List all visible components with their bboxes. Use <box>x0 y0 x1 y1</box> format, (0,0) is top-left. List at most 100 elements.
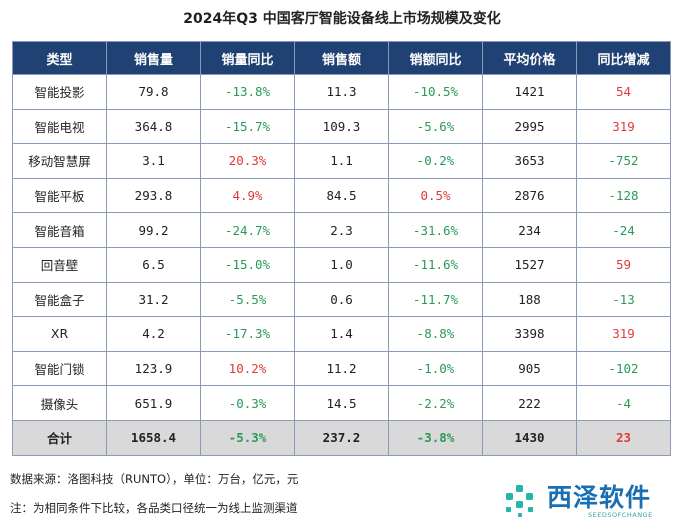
source-note: 数据来源：洛图科技（RUNTO），单位：万台，亿元，元 <box>10 472 299 486</box>
category-cell: 智能音箱 <box>12 212 107 248</box>
avg-price-cell: 234 <box>482 212 577 248</box>
value-yoy-cell: -5.6% <box>388 108 483 145</box>
chart-title: 2024年Q3 中国客厅智能设备线上市场规模及变化 <box>183 11 501 27</box>
volume-yoy-cell: 4.9% <box>200 177 295 214</box>
logo-mark-icon <box>506 485 533 517</box>
category-cell: 回音壁 <box>12 246 107 283</box>
table-row: 摄像头 651.9 -0.3% 14.5 -2.2% 222 -4 <box>12 385 671 421</box>
value-yoy-cell: -11.6% <box>388 246 483 283</box>
price-change-cell: -752 <box>576 143 671 179</box>
price-change-cell: 319 <box>576 316 671 352</box>
table-row: 智能音箱 99.2 -24.7% 2.3 -31.6% 234 -24 <box>12 212 671 248</box>
sales-volume-cell: 6.5 <box>106 246 201 283</box>
sales-volume-cell: 364.8 <box>106 108 201 145</box>
logo-subtitle: SEEDSOFCHANGE <box>588 511 653 519</box>
volume-yoy-cell: -15.0% <box>200 246 295 283</box>
table-row: 移动智慧屏 3.1 20.3% 1.1 -0.2% 3653 -752 <box>12 143 671 179</box>
price-change-cell: -102 <box>576 350 671 387</box>
avg-price-cell: 2995 <box>482 108 577 145</box>
column-header: 销售额 <box>294 41 389 75</box>
category-cell: 智能平板 <box>12 177 107 214</box>
avg-price-cell: 3398 <box>482 316 577 352</box>
category-cell: 摄像头 <box>12 385 107 421</box>
sales-value-cell: 1.0 <box>294 246 389 283</box>
price-change-cell: -24 <box>576 212 671 248</box>
price-change-cell: 319 <box>576 108 671 145</box>
value-yoy-cell: -2.2% <box>388 385 483 421</box>
price-change-cell: 59 <box>576 246 671 283</box>
table-row: 智能门锁 123.9 10.2% 11.2 -1.0% 905 -102 <box>12 350 671 387</box>
avg-price-cell: 1430 <box>482 419 577 456</box>
category-cell: XR <box>12 316 107 352</box>
sales-volume-cell: 79.8 <box>106 74 201 110</box>
volume-yoy-cell: -5.5% <box>200 281 295 318</box>
volume-yoy-cell: -5.3% <box>200 419 295 456</box>
avg-price-cell: 1527 <box>482 246 577 283</box>
volume-yoy-cell: 20.3% <box>200 143 295 179</box>
sales-volume-cell: 4.2 <box>106 316 201 352</box>
table-row: 回音壁 6.5 -15.0% 1.0 -11.6% 1527 59 <box>12 246 671 283</box>
avg-price-cell: 3653 <box>482 143 577 179</box>
avg-price-cell: 905 <box>482 350 577 387</box>
avg-price-cell: 222 <box>482 385 577 421</box>
category-cell: 智能门锁 <box>12 350 107 387</box>
value-yoy-cell: -11.7% <box>388 281 483 318</box>
sales-volume-cell: 293.8 <box>106 177 201 214</box>
sales-value-cell: 11.3 <box>294 74 389 110</box>
logo-name: 西泽软件 <box>547 483 652 512</box>
avg-price-cell: 1421 <box>482 74 577 110</box>
sales-value-cell: 11.2 <box>294 350 389 387</box>
price-change-cell: -128 <box>576 177 671 214</box>
column-header: 销额同比 <box>388 41 483 75</box>
avg-price-cell: 2876 <box>482 177 577 214</box>
sales-value-cell: 14.5 <box>294 385 389 421</box>
sales-value-cell: 1.4 <box>294 316 389 352</box>
data-table: 类型 销售量 销量同比 销售额 销额同比 平均价格 同比增减 智能投影 79.8-… <box>12 41 671 456</box>
category-cell: 合计 <box>12 419 107 456</box>
value-yoy-cell: -8.8% <box>388 316 483 352</box>
column-header: 同比增减 <box>576 41 671 75</box>
table-row: 智能平板 293.8 4.9% 84.5 0.5% 2876 -128 <box>12 177 671 214</box>
sales-volume-cell: 123.9 <box>106 350 201 387</box>
table-row: 智能电视 364.8 -15.7% 109.3 -5.6% 2995 319 <box>12 108 671 145</box>
sales-volume-cell: 31.2 <box>106 281 201 318</box>
sales-value-cell: 84.5 <box>294 177 389 214</box>
header-row: 类型 销售量 销量同比 销售额 销额同比 平均价格 同比增减 <box>12 41 671 75</box>
value-yoy-cell: -10.5% <box>388 74 483 110</box>
price-change-cell: -13 <box>576 281 671 318</box>
price-change-cell: -4 <box>576 385 671 421</box>
price-change-cell: 23 <box>576 419 671 456</box>
sales-volume-cell: 1658.4 <box>106 419 201 456</box>
price-change-cell: 54 <box>576 74 671 110</box>
category-cell: 智能投影 <box>12 74 107 110</box>
column-header: 平均价格 <box>482 41 577 75</box>
value-yoy-cell: -31.6% <box>388 212 483 248</box>
sales-value-cell: 0.6 <box>294 281 389 318</box>
total-row: 合计 1658.4 -5.3% 237.2 -3.8% 1430 23 <box>12 419 671 456</box>
volume-yoy-cell: -13.8% <box>200 74 295 110</box>
sales-value-cell: 2.3 <box>294 212 389 248</box>
sales-value-cell: 109.3 <box>294 108 389 145</box>
column-header: 类型 <box>12 41 107 75</box>
footnote: 注：为相同条件下比较，各品类口径统一为线上监测渠道 <box>10 501 298 515</box>
volume-yoy-cell: 10.2% <box>200 350 295 387</box>
value-yoy-cell: 0.5% <box>388 177 483 214</box>
value-yoy-cell: -1.0% <box>388 350 483 387</box>
table-row: XR 4.2 -17.3% 1.4 -8.8% 3398 319 <box>12 316 671 352</box>
category-cell: 智能盒子 <box>12 281 107 318</box>
volume-yoy-cell: -15.7% <box>200 108 295 145</box>
value-yoy-cell: -0.2% <box>388 143 483 179</box>
column-header: 销量同比 <box>200 41 295 75</box>
table-row: 智能盒子 31.2 -5.5% 0.6 -11.7% 188 -13 <box>12 281 671 318</box>
column-header: 销售量 <box>106 41 201 75</box>
category-cell: 移动智慧屏 <box>12 143 107 179</box>
category-cell: 智能电视 <box>12 108 107 145</box>
sales-value-cell: 1.1 <box>294 143 389 179</box>
sales-volume-cell: 651.9 <box>106 385 201 421</box>
value-yoy-cell: -3.8% <box>388 419 483 456</box>
sales-volume-cell: 3.1 <box>106 143 201 179</box>
volume-yoy-cell: -0.3% <box>200 385 295 421</box>
sales-value-cell: 237.2 <box>294 419 389 456</box>
volume-yoy-cell: -17.3% <box>200 316 295 352</box>
avg-price-cell: 188 <box>482 281 577 318</box>
